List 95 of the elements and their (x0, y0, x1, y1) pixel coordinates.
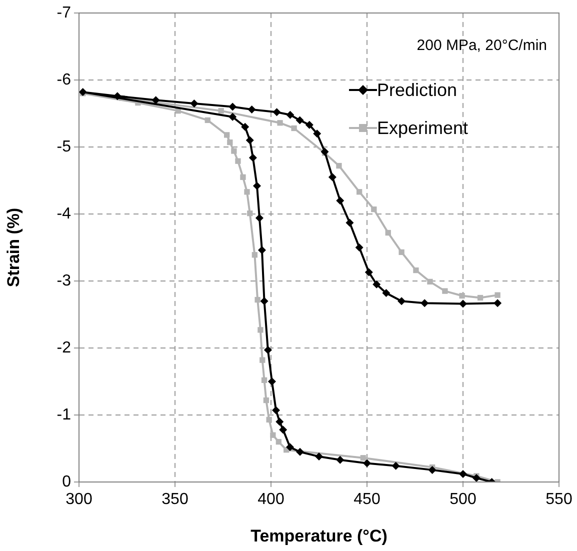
y-tick-label: -2 (56, 339, 72, 356)
point (247, 210, 253, 216)
y-axis-title: Strain (%) (4, 208, 23, 288)
point (336, 196, 344, 205)
point (260, 297, 268, 306)
point (398, 297, 406, 306)
point (494, 299, 502, 308)
point (477, 294, 484, 301)
point (296, 116, 304, 124)
point (227, 139, 233, 146)
point (442, 288, 448, 294)
point (255, 214, 264, 222)
point (420, 299, 429, 308)
point (252, 182, 261, 190)
point (241, 122, 250, 131)
point (305, 120, 314, 129)
x-tick-label: 550 (546, 491, 572, 508)
point (427, 278, 433, 284)
legend-label: Experiment (377, 118, 468, 138)
point (413, 267, 419, 274)
point (382, 289, 390, 298)
y-tick-label: -6 (56, 71, 72, 88)
point (224, 132, 230, 138)
point (336, 456, 344, 464)
y-tick-label: -1 (56, 406, 72, 424)
point (276, 418, 284, 426)
point (260, 357, 266, 363)
x-tick-label: 350 (162, 491, 188, 508)
point (472, 474, 480, 482)
point (346, 218, 354, 227)
point (248, 154, 257, 162)
y-tick-label: -3 (56, 272, 72, 290)
point (459, 292, 465, 299)
point (272, 406, 280, 414)
x-axis-title: Temperature (°C) (250, 526, 388, 546)
x-tick-label: 500 (450, 491, 476, 508)
point (218, 108, 224, 114)
point (240, 174, 246, 180)
point (313, 130, 322, 138)
point (252, 252, 258, 258)
point (459, 300, 467, 308)
point (235, 158, 241, 164)
point (428, 466, 436, 474)
legend-label: Prediction (377, 80, 458, 100)
annotation: 200 MPa, 20°C/min (416, 37, 547, 54)
point (277, 120, 283, 126)
point (272, 108, 281, 116)
point (279, 426, 288, 434)
y-tick-label: 0 (62, 473, 72, 490)
point (291, 125, 297, 132)
point (336, 162, 342, 169)
point (231, 148, 237, 154)
point (328, 173, 336, 182)
x-tick-label: 400 (258, 491, 284, 508)
point (204, 117, 210, 124)
point (276, 438, 282, 445)
point (248, 105, 256, 114)
point (363, 459, 371, 468)
point (371, 206, 377, 212)
y-tick-label: -5 (56, 138, 72, 156)
point (364, 268, 373, 276)
point (372, 280, 381, 288)
point (286, 443, 294, 452)
point (286, 110, 294, 119)
point (268, 378, 276, 386)
point (392, 462, 400, 470)
point (228, 112, 237, 121)
point (264, 346, 272, 354)
point (385, 230, 391, 236)
point (244, 189, 250, 195)
point (356, 189, 362, 195)
point (270, 432, 276, 438)
point (152, 96, 160, 104)
point (258, 327, 264, 333)
point (360, 455, 366, 461)
x-tick-label: 450 (354, 491, 380, 508)
point (258, 246, 266, 254)
point (296, 448, 304, 456)
point (320, 148, 329, 156)
point (246, 136, 254, 144)
point (254, 296, 260, 303)
point (79, 88, 87, 96)
point (398, 249, 404, 256)
point (494, 292, 500, 298)
point (266, 416, 272, 423)
y-tick-label: -7 (56, 4, 72, 22)
y-tick-label: -4 (56, 205, 72, 222)
point (315, 452, 323, 461)
x-tick-label: 300 (66, 491, 92, 508)
point (263, 397, 270, 404)
point (355, 244, 364, 252)
point (459, 470, 467, 478)
point (261, 377, 268, 383)
point (228, 102, 237, 111)
point (190, 99, 198, 108)
